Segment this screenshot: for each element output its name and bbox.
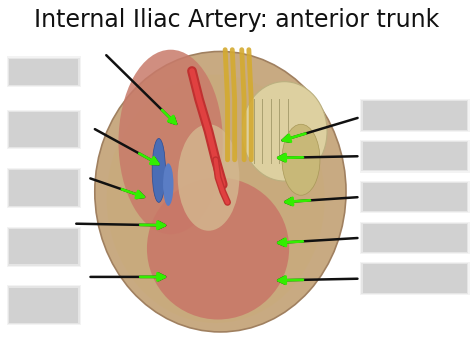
FancyBboxPatch shape — [361, 141, 468, 171]
FancyBboxPatch shape — [360, 222, 470, 254]
FancyBboxPatch shape — [361, 223, 468, 253]
FancyBboxPatch shape — [9, 229, 78, 264]
Ellipse shape — [282, 124, 320, 195]
FancyBboxPatch shape — [8, 169, 80, 207]
FancyBboxPatch shape — [9, 112, 78, 147]
Ellipse shape — [242, 82, 327, 181]
FancyBboxPatch shape — [363, 183, 467, 211]
FancyBboxPatch shape — [363, 264, 467, 293]
FancyBboxPatch shape — [361, 263, 468, 294]
FancyBboxPatch shape — [9, 288, 78, 323]
FancyBboxPatch shape — [9, 170, 78, 206]
FancyBboxPatch shape — [363, 224, 467, 252]
FancyBboxPatch shape — [9, 229, 78, 264]
FancyBboxPatch shape — [361, 100, 468, 131]
FancyBboxPatch shape — [9, 112, 78, 147]
FancyBboxPatch shape — [7, 285, 81, 325]
FancyBboxPatch shape — [363, 224, 467, 252]
FancyBboxPatch shape — [363, 183, 467, 211]
FancyBboxPatch shape — [7, 110, 81, 149]
Ellipse shape — [152, 138, 165, 202]
FancyBboxPatch shape — [363, 142, 467, 170]
FancyBboxPatch shape — [9, 59, 78, 85]
Ellipse shape — [163, 163, 173, 206]
FancyBboxPatch shape — [360, 140, 470, 173]
Ellipse shape — [147, 178, 289, 320]
FancyBboxPatch shape — [8, 286, 80, 324]
FancyBboxPatch shape — [363, 264, 467, 293]
Ellipse shape — [178, 124, 239, 231]
FancyBboxPatch shape — [363, 101, 467, 130]
FancyBboxPatch shape — [9, 288, 78, 323]
FancyBboxPatch shape — [7, 227, 81, 267]
Ellipse shape — [95, 51, 346, 332]
FancyBboxPatch shape — [9, 59, 78, 85]
FancyBboxPatch shape — [7, 168, 81, 208]
FancyBboxPatch shape — [8, 58, 80, 86]
Ellipse shape — [118, 50, 223, 234]
FancyBboxPatch shape — [360, 181, 470, 213]
FancyBboxPatch shape — [9, 170, 78, 206]
Ellipse shape — [107, 75, 325, 323]
FancyBboxPatch shape — [8, 111, 80, 148]
FancyBboxPatch shape — [360, 99, 470, 132]
Text: Internal Iliac Artery: anterior trunk: Internal Iliac Artery: anterior trunk — [35, 7, 439, 32]
FancyBboxPatch shape — [360, 262, 470, 295]
FancyBboxPatch shape — [7, 56, 81, 87]
FancyBboxPatch shape — [361, 182, 468, 212]
FancyBboxPatch shape — [363, 101, 467, 130]
FancyBboxPatch shape — [8, 228, 80, 266]
FancyBboxPatch shape — [363, 142, 467, 170]
